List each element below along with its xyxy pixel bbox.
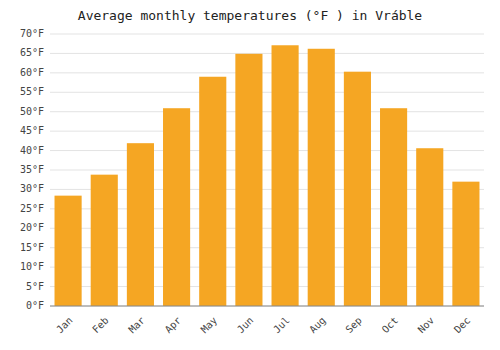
title: Average monthly temperatures (°F ) in Vr… xyxy=(78,8,423,23)
y-tick-label: 70°F xyxy=(20,28,44,39)
y-tick-label: 10°F xyxy=(20,261,44,272)
x-tick-label: Oct xyxy=(380,315,401,336)
grid-line xyxy=(50,34,484,35)
x-tick-label: Jun xyxy=(235,315,256,336)
bar xyxy=(163,108,190,306)
x-tick-label: Jul xyxy=(271,315,292,336)
bars xyxy=(55,45,480,306)
bar xyxy=(127,143,154,306)
grid-line xyxy=(50,131,484,132)
x-tick-label: May xyxy=(199,315,220,336)
grid-line xyxy=(50,92,484,93)
bar xyxy=(452,182,479,306)
x-tick-label: Aug xyxy=(307,315,328,336)
x-tick-label: Nov xyxy=(416,315,437,336)
bar xyxy=(308,49,335,306)
y-tick-label: 60°F xyxy=(20,67,44,78)
bar xyxy=(91,175,118,306)
grid xyxy=(50,34,484,306)
y-tick-label: 20°F xyxy=(20,222,44,233)
bar xyxy=(55,196,82,306)
bar xyxy=(235,54,262,306)
y-tick-label: 0°F xyxy=(26,300,44,311)
x-axis-line xyxy=(50,306,484,307)
grid-line xyxy=(50,72,484,73)
grid-line xyxy=(50,111,484,112)
chart: 0°F 5°F 10°F 15°F 20°F 25°F 30°F 35°F 40°F 45°F 50… xyxy=(0,0,500,350)
x-tick-label: Sep xyxy=(343,315,364,336)
grid-line xyxy=(50,53,484,54)
bar xyxy=(272,45,299,306)
y-tick-label: 65°F xyxy=(20,47,44,58)
y-tick-label: 45°F xyxy=(20,125,44,136)
y-tick-label: 25°F xyxy=(20,203,44,214)
y-tick-label: 15°F xyxy=(20,242,44,253)
x-tick-label: Jan xyxy=(54,315,75,336)
y-tick-label: 5°F xyxy=(26,281,44,292)
bar xyxy=(416,148,443,306)
y-tick-label: 40°F xyxy=(20,145,44,156)
y-tick-label: 50°F xyxy=(20,106,44,117)
y-tick-label: 30°F xyxy=(20,183,44,194)
bar xyxy=(344,72,371,306)
y-tick-label: 55°F xyxy=(20,86,44,97)
y-tick-label: 35°F xyxy=(20,164,44,175)
x-tick-label: Feb xyxy=(90,315,111,336)
bar xyxy=(380,108,407,306)
x-tick-label: Apr xyxy=(163,315,184,336)
x-axis: Jan Feb Mar Apr May Jun Jul Aug Sep Oct Nov Dec xyxy=(50,306,484,335)
x-tick-label: Mar xyxy=(126,315,147,336)
x-tick-label: Dec xyxy=(452,315,473,336)
bar xyxy=(199,77,226,306)
y-axis: 0°F 5°F 10°F 15°F 20°F 25°F 30°F 35°F 40°F 45°F 50… xyxy=(20,28,44,311)
grid-line xyxy=(50,306,484,307)
